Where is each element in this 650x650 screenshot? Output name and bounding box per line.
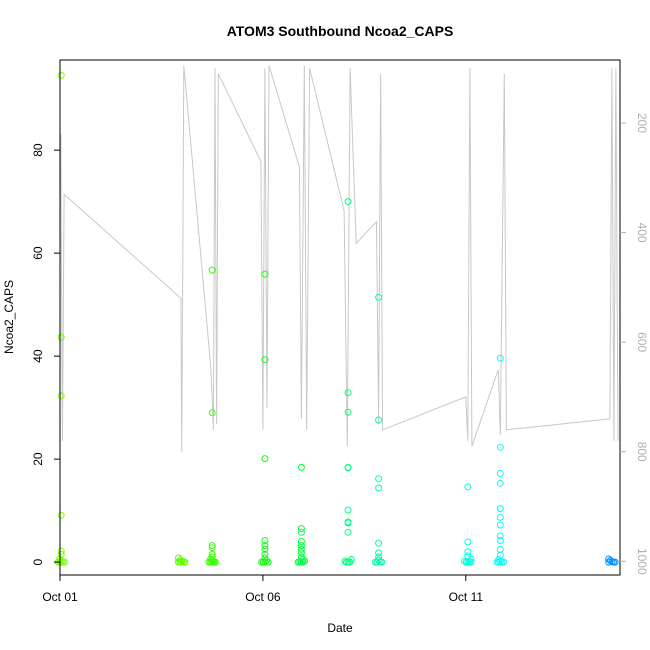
y-tick-label: 20	[31, 452, 45, 466]
data-point	[261, 545, 269, 553]
data-point	[208, 544, 216, 552]
data-point	[346, 558, 354, 566]
data-point	[208, 409, 216, 417]
depth-trace-layer	[60, 65, 619, 452]
data-point	[606, 557, 614, 565]
data-point	[344, 198, 352, 206]
data-point	[261, 537, 269, 544]
x-tick-label: Oct 11	[449, 590, 484, 604]
data-point	[57, 547, 65, 555]
y-axis-left: 0 20 40 60 80	[31, 143, 60, 565]
data-point	[375, 549, 383, 557]
data-point	[373, 558, 381, 566]
x-tick-label: Oct 01	[42, 590, 78, 604]
data-point	[495, 558, 503, 566]
data-point	[261, 356, 269, 364]
data-point	[496, 545, 504, 553]
data-point	[496, 470, 504, 477]
data-point	[261, 270, 269, 278]
x-axis: Oct 01 Oct 06 Oct 11	[42, 575, 483, 604]
data-point	[261, 550, 269, 558]
data-point	[176, 558, 184, 566]
data-point	[344, 464, 352, 472]
data-point	[464, 483, 472, 491]
data-point	[496, 354, 504, 362]
data-point	[297, 538, 305, 545]
data-point	[297, 463, 305, 471]
data-point	[344, 528, 352, 536]
data-point	[496, 532, 504, 540]
data-point	[57, 392, 65, 400]
y-tick-label: 40	[31, 349, 45, 363]
plot-frame	[59, 59, 621, 576]
data-point	[299, 558, 307, 566]
data-point	[344, 519, 352, 527]
data-point	[375, 293, 383, 301]
data-point	[464, 548, 472, 556]
data-point	[57, 333, 65, 341]
chart-title: ATOM3 Southbound Ncoa2_CAPS	[227, 23, 454, 39]
data-point	[297, 542, 305, 550]
data-point	[344, 389, 352, 397]
data-point	[375, 539, 383, 547]
y-axis-right: 200 400 600 800 1000	[620, 113, 649, 575]
x-axis-label: Date	[327, 621, 353, 635]
y2-tick-label: 400	[635, 223, 649, 243]
data-point	[496, 443, 504, 451]
data-point	[344, 408, 352, 416]
data-point	[375, 484, 383, 492]
x-tick-label: Oct 06	[245, 590, 281, 604]
y-tick-label: 0	[31, 558, 45, 565]
depth-trace-line	[60, 65, 619, 452]
y-tick-label: 60	[31, 246, 45, 260]
data-point	[496, 505, 504, 513]
y2-tick-label: 200	[635, 113, 649, 133]
data-point	[496, 537, 504, 544]
data-point	[297, 525, 305, 533]
data-point	[496, 521, 504, 529]
data-point	[261, 542, 269, 550]
data-point	[297, 545, 305, 553]
data-point	[464, 538, 472, 546]
data-point	[496, 479, 504, 487]
data-point	[210, 558, 218, 566]
data-point	[605, 558, 613, 566]
data-point	[208, 266, 216, 274]
data-point	[261, 558, 269, 566]
data-point	[375, 475, 383, 483]
data-point	[344, 506, 352, 514]
data-point	[261, 455, 269, 463]
points-layer	[54, 71, 619, 566]
data-point	[263, 557, 270, 565]
y-tick-label: 80	[31, 143, 45, 157]
data-point	[301, 557, 309, 565]
y2-tick-label: 600	[635, 332, 649, 352]
data-point	[467, 558, 475, 566]
y2-tick-label: 1000	[635, 548, 649, 575]
data-point	[297, 549, 305, 557]
data-point	[496, 513, 504, 521]
data-point	[57, 71, 65, 79]
data-point	[375, 416, 383, 424]
data-point	[461, 557, 469, 565]
data-point	[208, 542, 216, 550]
y2-tick-label: 800	[635, 442, 649, 462]
data-point	[57, 511, 65, 519]
data-point	[297, 528, 305, 536]
y-axis-label: Ncoa2_CAPS	[2, 280, 16, 354]
data-point	[341, 557, 349, 565]
